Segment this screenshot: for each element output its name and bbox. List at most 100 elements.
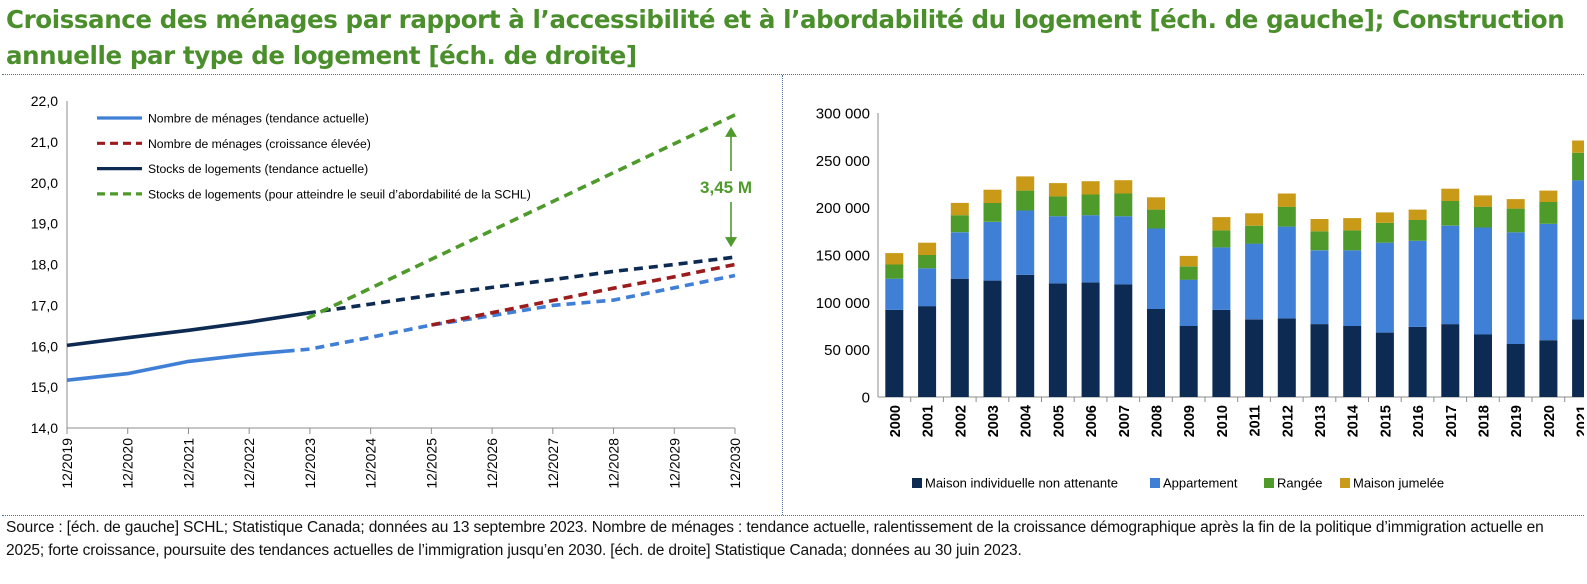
- bar-segment-maison-jumelee: [1441, 188, 1460, 201]
- bar-segment-appartement: [1506, 232, 1525, 344]
- y-tick-label: 17,0: [31, 297, 58, 313]
- bar-segment-maison-jumelee: [983, 189, 1002, 203]
- legend-label: Stocks de logements (tendance actuelle): [148, 162, 368, 176]
- bar-segment-maison-individuelle-non-attenante: [1245, 319, 1264, 397]
- x-tick-label: 12/2025: [423, 438, 439, 489]
- bar-segment-appartement: [1441, 225, 1460, 325]
- bar-segment-maison-jumelee: [885, 253, 904, 265]
- bar-segment-rangee: [1048, 196, 1067, 217]
- bar-segment-appartement: [950, 232, 969, 279]
- legend-swatch-appartement: [1150, 478, 1160, 488]
- bar-segment-appartement: [983, 221, 1002, 281]
- legend-label: Maison individuelle non attenante: [925, 476, 1118, 491]
- y-tick-label: 22,0: [31, 93, 58, 109]
- bar-segment-maison-individuelle-non-attenante: [1408, 326, 1427, 397]
- bar-segment-appartement: [885, 278, 904, 310]
- household-growth-line-chart: 22,0 21,0 20,0 19,0 18,0 17,0 16,0 15,0 14,0 12/2…: [31, 93, 752, 489]
- bar-segment-maison-jumelee: [1343, 218, 1362, 231]
- bar-segment-appartement: [1147, 228, 1165, 309]
- bar-segment-appartement: [1539, 223, 1558, 341]
- series-line-dashed-nombre-de-menages-tendance-actuelle: [285, 273, 736, 353]
- bar-segment-rangee: [918, 255, 937, 269]
- legend-swatch-rangee: [1264, 478, 1274, 488]
- x-tick-label: 2012: [1280, 405, 1296, 437]
- y-tick-label: 20,0: [31, 175, 58, 191]
- legend-label: Appartement: [1163, 476, 1238, 491]
- bar-segment-appartement: [1572, 180, 1584, 320]
- bar-segment-maison-jumelee: [950, 202, 969, 216]
- bar-segment-maison-jumelee: [1179, 255, 1198, 267]
- bar-segment-maison-jumelee: [1212, 217, 1231, 231]
- x-tick-label: 12/2027: [545, 438, 561, 489]
- series-line-solid-nombre-de-menages-tendance-actuelle: [66, 349, 286, 382]
- bar-segment-maison-individuelle-non-attenante: [950, 278, 969, 397]
- y-tick-label: 0: [862, 390, 870, 407]
- bar-segment-maison-individuelle-non-attenante: [1474, 334, 1492, 397]
- bar-segment-rangee: [1474, 206, 1492, 228]
- bar-segment-appartement: [1212, 247, 1231, 310]
- bar-segment-maison-individuelle-non-attenante: [1016, 274, 1035, 397]
- y-tick-label: 16,0: [31, 338, 58, 354]
- legend-label: Nombre de ménages (tendance actuelle): [148, 112, 369, 126]
- bar-segment-rangee: [950, 215, 969, 233]
- bar-segment-appartement: [1474, 227, 1492, 335]
- bar-segment-maison-individuelle-non-attenante: [1506, 344, 1525, 397]
- bar-segment-maison-jumelee: [1016, 176, 1035, 191]
- bar-segment-maison-individuelle-non-attenante: [1212, 309, 1231, 397]
- legend-label: Nombre de ménages (croissance élevée): [148, 137, 371, 151]
- bar-segment-maison-jumelee: [1310, 219, 1329, 232]
- bar-segment-maison-jumelee: [1539, 190, 1558, 202]
- bar-segment-rangee: [1016, 190, 1035, 211]
- x-tick-label: 12/2030: [727, 438, 743, 489]
- x-tick-label: 2001: [921, 405, 937, 437]
- bar-segment-rangee: [1277, 206, 1296, 227]
- bar-segment-maison-individuelle-non-attenante: [918, 306, 937, 397]
- bar-segment-maison-jumelee: [1474, 195, 1492, 207]
- y-tick-label: 19,0: [31, 216, 58, 232]
- bar-segment-appartement: [1277, 226, 1296, 319]
- x-tick-label: 2009: [1182, 405, 1198, 437]
- bar-segment-appartement: [1048, 216, 1067, 284]
- x-tick-label: 12/2021: [180, 438, 196, 489]
- bar-segment-appartement: [1245, 243, 1264, 320]
- x-tick-label: 2005: [1051, 405, 1067, 437]
- x-tick-label: 12/2028: [606, 438, 622, 489]
- bar-segment-rangee: [1114, 193, 1133, 217]
- x-tick-label: 2008: [1149, 405, 1165, 437]
- bar-segment-appartement: [1114, 216, 1133, 285]
- y-tick-label: 18,0: [31, 257, 58, 273]
- bar-segment-maison-individuelle-non-attenante: [1310, 324, 1329, 397]
- bar-segment-maison-individuelle-non-attenante: [1539, 340, 1558, 397]
- bar-segment-maison-jumelee: [1081, 181, 1100, 195]
- y-tick-label: 14,0: [31, 420, 58, 436]
- x-tick-label: 2003: [986, 405, 1002, 437]
- x-tick-label: 2021: [1575, 405, 1584, 437]
- x-tick-label: 2015: [1378, 405, 1394, 437]
- bar-segment-maison-individuelle-non-attenante: [1114, 284, 1133, 397]
- bar-segment-rangee: [1179, 266, 1198, 280]
- bar-segment-maison-jumelee: [1277, 193, 1296, 207]
- y-tick-label: 15,0: [31, 379, 58, 395]
- bar-segment-rangee: [1441, 201, 1460, 226]
- y-tick-label: 21,0: [31, 134, 58, 150]
- legend-swatch-maison-individuelle-non-attenante: [912, 478, 922, 488]
- bar-segment-rangee: [1408, 220, 1427, 241]
- series-line-solid-stocks-de-logements-tendance-actuelle: [66, 311, 308, 348]
- bar-segment-rangee: [1081, 194, 1100, 216]
- bar-segment-maison-jumelee: [1147, 197, 1165, 210]
- x-tick-label: 12/2020: [120, 438, 136, 489]
- x-tick-label: 2020: [1542, 405, 1558, 437]
- x-tick-label: 2000: [888, 405, 904, 437]
- chart-title: Croissance des ménages par rapport à l’a…: [6, 5, 1565, 70]
- bar-segment-maison-jumelee: [1375, 212, 1394, 223]
- y-tick-label: 250 000: [816, 153, 870, 170]
- x-tick-label: 2018: [1476, 405, 1492, 437]
- x-tick-label: 12/2026: [484, 438, 500, 489]
- bar-segment-maison-individuelle-non-attenante: [1375, 332, 1394, 397]
- series-line-dashed-stocks-de-logements-pour-atteindre-le-seuil-d-abordabilite-de-la-schl: [306, 113, 736, 321]
- x-tick-label: 2013: [1313, 405, 1329, 437]
- bar-segment-maison-jumelee: [1506, 199, 1525, 209]
- annotation-arrow-up-head: [725, 126, 737, 137]
- x-tick-label: 12/2023: [302, 438, 318, 489]
- bar-segment-rangee: [1539, 202, 1558, 224]
